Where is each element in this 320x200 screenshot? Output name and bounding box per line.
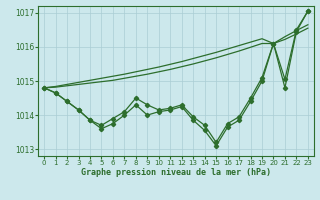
X-axis label: Graphe pression niveau de la mer (hPa): Graphe pression niveau de la mer (hPa)	[81, 168, 271, 177]
